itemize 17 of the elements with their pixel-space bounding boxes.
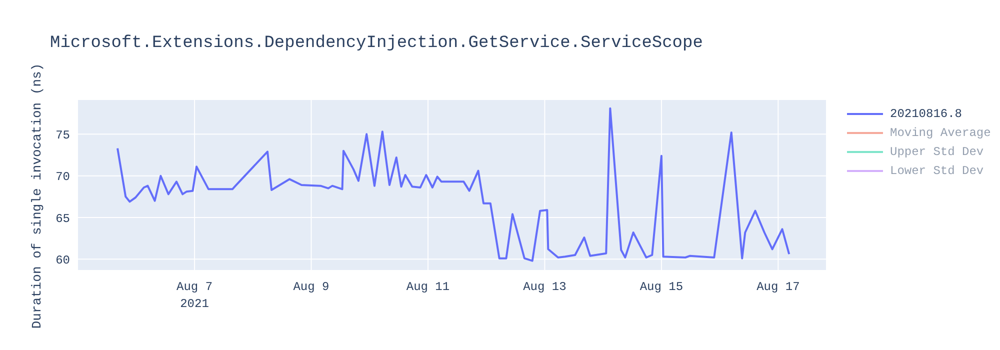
y-tick-label: 60 — [56, 253, 70, 268]
x-tick-label: Aug 9 — [293, 280, 330, 294]
y-tick-label: 75 — [56, 128, 70, 142]
chart-title: Microsoft.Extensions.DependencyInjection.GetService.ServiceScope — [50, 34, 703, 53]
y-axis-title: Duration of single invocation (ns) — [30, 63, 44, 329]
x-tick-label: Aug 7 2021 — [176, 280, 213, 311]
x-tick-label: Aug 17 — [756, 280, 800, 294]
x-tick-label: Aug 15 — [640, 280, 684, 294]
legend-label: Upper Std Dev — [890, 144, 984, 158]
x-tick-label: Aug 13 — [523, 280, 566, 294]
legend-label: 20210816.8 — [890, 106, 962, 120]
y-tick-label: 65 — [56, 212, 70, 226]
x-tick-label: Aug 11 — [406, 280, 450, 294]
legend-label: Lower Std Dev — [890, 164, 984, 178]
line-series — [116, 107, 790, 262]
legend-label: Moving Average — [890, 126, 991, 140]
y-tick-label: 70 — [56, 170, 70, 184]
